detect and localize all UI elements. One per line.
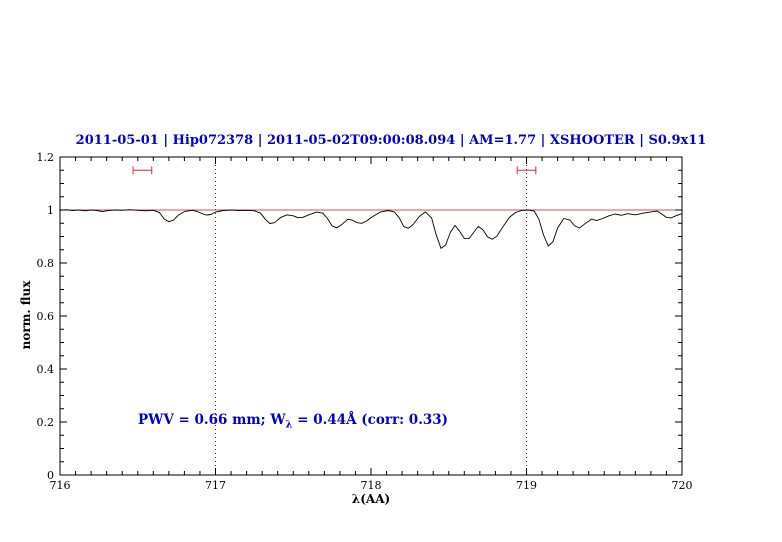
observed-spectrum-line bbox=[59, 209, 683, 249]
x-tick-label: 717 bbox=[205, 479, 226, 492]
plot-title: 2011-05-01 | Hip072378 | 2011-05-02T09:0… bbox=[75, 133, 707, 148]
y-tick-label: 0.2 bbox=[37, 416, 55, 429]
y-tick-label: 0.4 bbox=[37, 363, 55, 376]
y-tick-label: 1 bbox=[47, 204, 54, 217]
y-tick-label: 0.8 bbox=[37, 257, 55, 270]
y-tick-label: 0.6 bbox=[37, 310, 55, 323]
x-tick-label: 720 bbox=[672, 479, 693, 492]
pwv-annotation: PWV = 0.66 mm; Wλ = 0.44Å (corr: 0.33) bbox=[138, 412, 448, 431]
pwv-annotation-suffix: = 0.44Å (corr: 0.33) bbox=[292, 412, 449, 428]
x-tick-label: 716 bbox=[50, 479, 71, 492]
x-tick-label: 718 bbox=[361, 479, 382, 492]
pwv-annotation-lambda-subscript: λ bbox=[285, 419, 293, 431]
pwv-annotation-prefix: PWV = 0.66 mm; W bbox=[138, 412, 286, 428]
y-axis-label: norm. flux bbox=[19, 280, 33, 350]
x-tick-label: 719 bbox=[516, 479, 537, 492]
y-tick-label: 0 bbox=[47, 469, 54, 482]
x-axis-label: λ(AA) bbox=[351, 492, 391, 506]
y-tick-label: 1.2 bbox=[37, 151, 55, 164]
